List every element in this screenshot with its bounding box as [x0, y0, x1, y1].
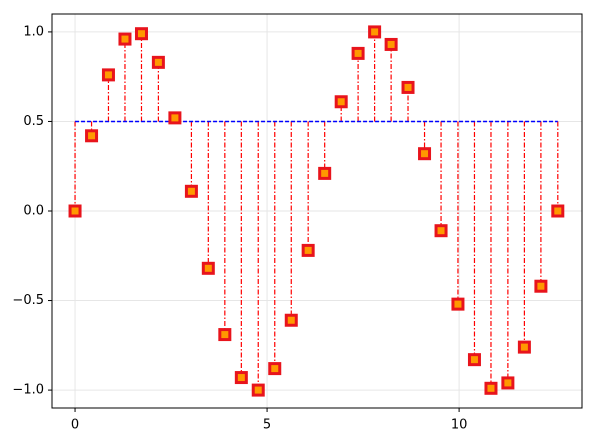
marker [551, 204, 565, 218]
marker [534, 279, 548, 293]
y-tick-label: −0.5 [12, 293, 44, 308]
marker [368, 25, 382, 39]
marker [118, 32, 132, 46]
marker [334, 95, 348, 109]
marker [517, 340, 531, 354]
marker [301, 243, 315, 257]
marker [384, 37, 398, 51]
marker [101, 68, 115, 82]
marker [85, 129, 99, 143]
y-tick-label: 1.0 [23, 24, 44, 39]
marker [184, 184, 198, 198]
marker [268, 362, 282, 376]
marker [401, 80, 415, 94]
marker [467, 353, 481, 367]
marker [484, 381, 498, 395]
plot-frame [51, 13, 583, 409]
marker [284, 313, 298, 327]
marker [418, 147, 432, 161]
y-tick-label: 0.5 [23, 114, 44, 129]
x-tick-label: 5 [263, 418, 271, 433]
marker [218, 328, 232, 342]
marker [251, 383, 265, 397]
x-tick-label: 10 [451, 418, 468, 433]
marker [234, 371, 248, 385]
marker [451, 297, 465, 311]
marker [134, 27, 148, 41]
marker [351, 46, 365, 60]
marker [201, 261, 215, 275]
marker [501, 376, 515, 390]
marker [318, 166, 332, 180]
y-tick-label: −1.0 [12, 383, 44, 398]
marker [434, 224, 448, 238]
y-tick-label: 0.0 [23, 204, 44, 219]
marker [151, 55, 165, 69]
x-tick-label: 0 [71, 418, 79, 433]
marker [168, 111, 182, 125]
marker [68, 204, 82, 218]
